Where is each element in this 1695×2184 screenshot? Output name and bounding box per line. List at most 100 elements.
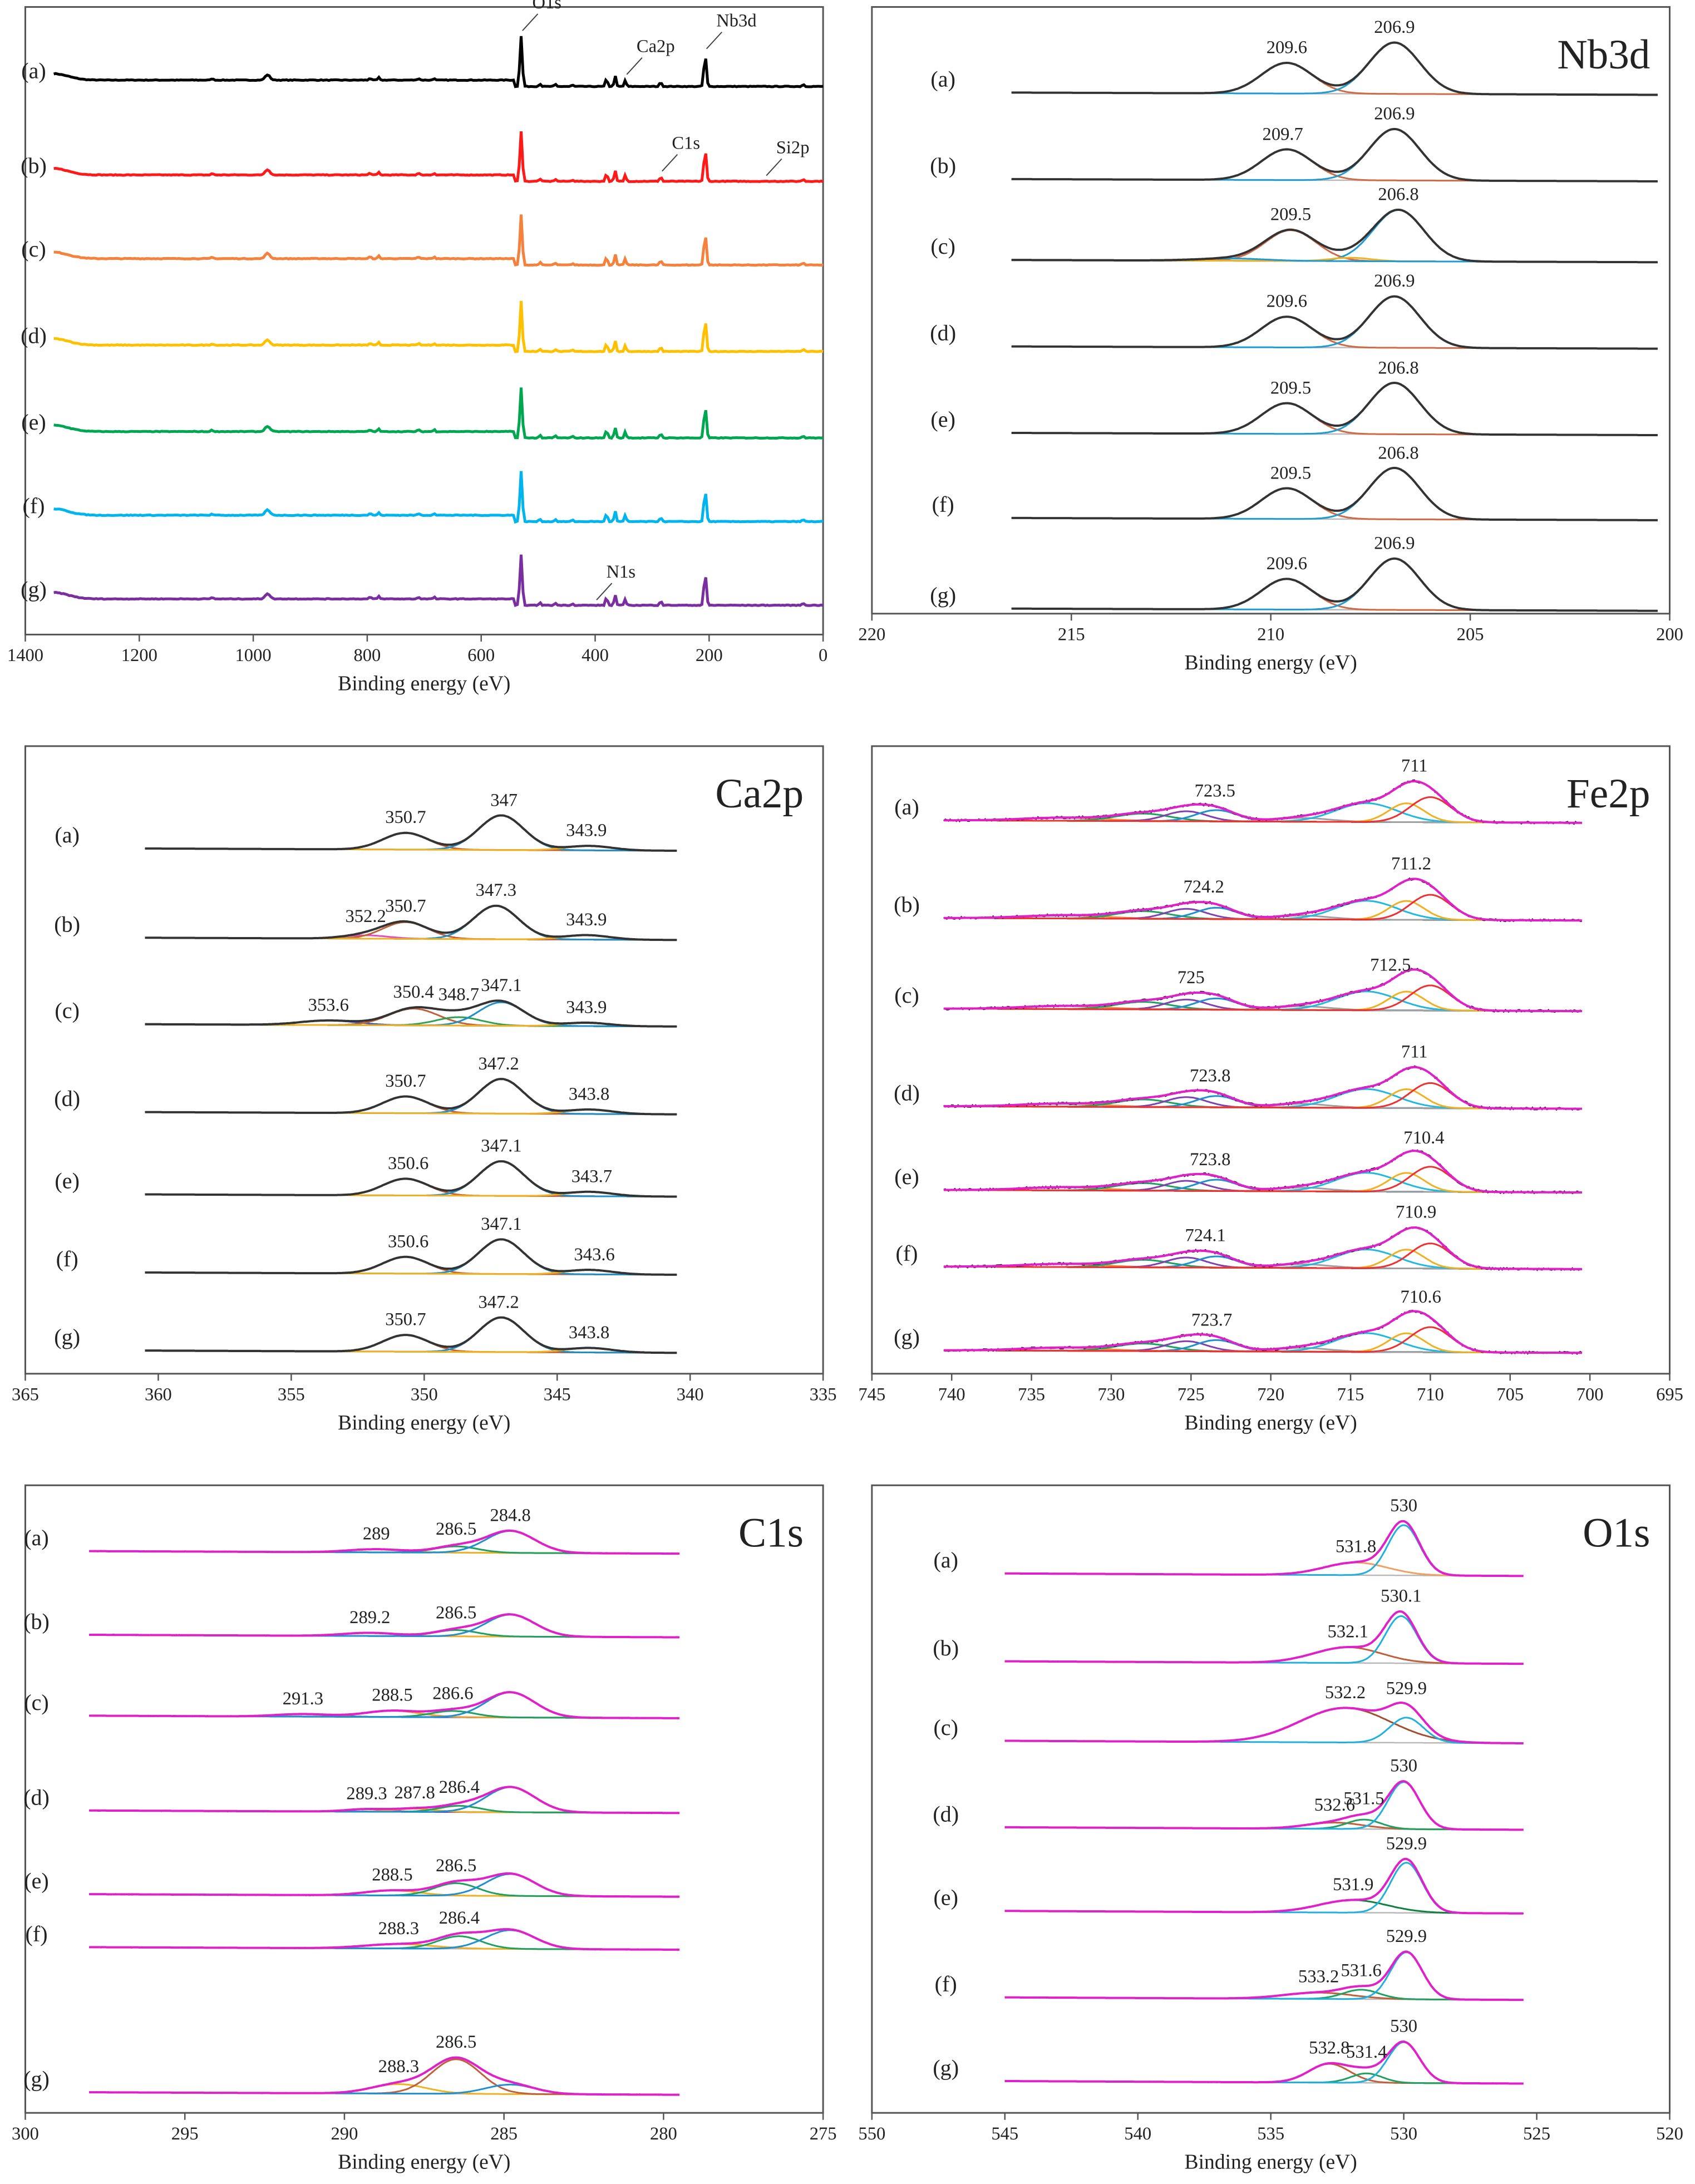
fit-envelope xyxy=(1004,1702,1524,1744)
series-label: (a) xyxy=(930,66,955,91)
x-tick-label: 400 xyxy=(582,645,609,665)
panel-title: Fe2p xyxy=(1566,771,1650,817)
peak-annotation: 710.9 xyxy=(1396,1202,1436,1222)
peak-annotation: 712.5 xyxy=(1370,955,1411,975)
peak-annotation: 209.5 xyxy=(1270,378,1311,398)
series-d: (d) 723.8 711 xyxy=(894,1042,1582,1111)
x-tick-label: 215 xyxy=(1058,624,1085,644)
peak-annotation: 347.2 xyxy=(478,1293,519,1313)
fit-envelope xyxy=(1004,1780,1524,1831)
fit-component xyxy=(1011,229,1658,263)
fit-envelope xyxy=(1011,557,1658,612)
peak-annotation: 291.3 xyxy=(283,1689,323,1709)
series-label: (c) xyxy=(933,1715,958,1740)
series-label: (e) xyxy=(933,1885,958,1910)
series-label: (b) xyxy=(23,1609,50,1634)
fit-envelope xyxy=(943,780,1582,824)
x-tick-label: 695 xyxy=(1656,1384,1683,1404)
series-g: (g) N1s xyxy=(21,554,824,608)
x-tick-label: 710 xyxy=(1417,1384,1444,1404)
series-c: (c) 353.6 350.4 348.7 347.1 343.9 xyxy=(55,975,677,1028)
x-tick-label: 600 xyxy=(467,645,495,665)
spectrum-line xyxy=(53,131,824,184)
series-label: (g) xyxy=(23,2067,50,2092)
peak-annotation: 284.8 xyxy=(490,1505,530,1525)
peak-annotation: 531.4 xyxy=(1346,2042,1387,2062)
series-f: (f) 288.3 286.4 xyxy=(26,1908,680,1951)
fit-envelope xyxy=(1011,208,1658,264)
x-tick-label: 210 xyxy=(1257,624,1284,644)
series-label: (b) xyxy=(54,911,80,936)
peak-annotation: 710.6 xyxy=(1401,1287,1441,1307)
x-tick-label: 355 xyxy=(278,1384,305,1404)
raw-spectrum xyxy=(1004,1520,1524,1577)
fit-envelope xyxy=(1011,466,1658,521)
x-tick-label: 205 xyxy=(1457,624,1484,644)
peak-annotation: 724.1 xyxy=(1185,1226,1225,1246)
series-label: (b) xyxy=(930,153,956,178)
x-tick-label: 345 xyxy=(544,1384,571,1404)
fit-component xyxy=(1004,1781,1524,1831)
peak-annotation: 206.9 xyxy=(1374,533,1415,553)
peak-annotation: 288.3 xyxy=(378,1919,419,1939)
peak-annotation: 347.2 xyxy=(478,1054,519,1074)
series-label: (d) xyxy=(930,321,956,346)
x-tick-label: 535 xyxy=(1257,2124,1284,2144)
x-tick-label: 340 xyxy=(677,1384,704,1404)
series-label: (f) xyxy=(26,1921,48,1946)
peak-annotation: 343.9 xyxy=(566,997,607,1017)
panel-c1s: 300 295 290 285 280 275 Binding energy (eV) C1s… xyxy=(12,1484,837,2173)
spectrum-line xyxy=(53,471,824,524)
series-b: (b) 724.2 711.2 xyxy=(894,854,1582,923)
x-tick-label: 0 xyxy=(819,645,827,665)
fit-component xyxy=(1004,1862,1524,1915)
peak-annotation: 530 xyxy=(1390,1756,1417,1776)
series-g: (g) 288.3 286.5 xyxy=(23,2032,680,2096)
series-label: (f) xyxy=(895,1241,918,1266)
plot-frame xyxy=(871,745,1671,1375)
peak-annotation: 350.6 xyxy=(388,1153,428,1174)
series-label: (e) xyxy=(894,1164,919,1189)
fit-envelope xyxy=(943,1066,1582,1110)
spectrum-line xyxy=(53,214,824,267)
fit-envelope xyxy=(89,1872,679,1898)
series-label: (c) xyxy=(894,983,919,1008)
peak-annotation: 531.6 xyxy=(1341,1961,1382,1981)
spectrum-line xyxy=(53,36,824,88)
fit-component xyxy=(1004,1524,1524,1577)
series-label: (d) xyxy=(933,1801,959,1826)
peak-annotation: 350.7 xyxy=(385,807,426,827)
x-tick-label: 350 xyxy=(411,1384,438,1404)
peak-annotation: 209.6 xyxy=(1267,554,1307,574)
annotation-leader xyxy=(522,13,539,31)
series-label: (e) xyxy=(24,1869,49,1894)
peak-annotation: 347.1 xyxy=(481,1214,521,1234)
series-label: (f) xyxy=(22,493,45,518)
peak-annotation: 353.6 xyxy=(308,995,349,1015)
series-a: (a) 209.6 206.9 xyxy=(930,17,1658,96)
peak-annotation: 530.1 xyxy=(1381,1586,1421,1606)
peak-annotation: 530 xyxy=(1390,1496,1417,1516)
series-b: (b) 209.7 206.9 xyxy=(930,103,1658,183)
peak-annotation: Si2p xyxy=(776,137,810,157)
raw-spectrum xyxy=(1004,1611,1524,1665)
raw-spectrum xyxy=(1004,1951,1524,2001)
x-axis-label: Binding energy (eV) xyxy=(1185,1412,1357,1434)
series-d: (d) xyxy=(21,300,824,353)
peak-annotation: 289.2 xyxy=(349,1608,390,1628)
spectrum-line xyxy=(53,554,824,608)
x-tick-label: 300 xyxy=(12,2124,39,2144)
x-tick-label: 285 xyxy=(490,2124,518,2144)
x-tick-label: 290 xyxy=(331,2124,358,2144)
series-a: (a) 531.8 530 xyxy=(933,1496,1524,1577)
fit-envelope xyxy=(145,904,677,941)
peak-annotation: 288.5 xyxy=(372,1685,412,1705)
fit-envelope xyxy=(1004,1610,1524,1665)
x-tick-label: 545 xyxy=(991,2124,1018,2144)
fit-envelope xyxy=(1011,127,1658,183)
series-label: (e) xyxy=(930,407,955,432)
x-tick-label: 735 xyxy=(1018,1384,1045,1404)
peak-annotation: 343.9 xyxy=(566,910,607,930)
peak-annotation: 725 xyxy=(1177,968,1205,988)
